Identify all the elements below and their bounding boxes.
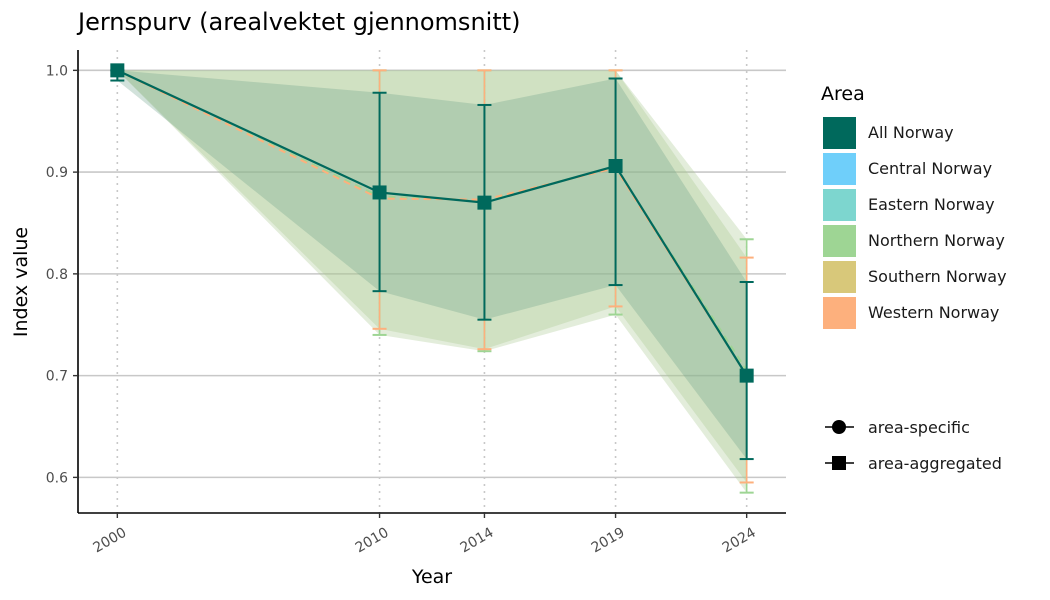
legend-key-central-norway <box>823 153 856 185</box>
point-all-norway-2000 <box>110 63 125 78</box>
legend-label-all-norway: All Norway <box>868 123 954 142</box>
legend-label-southern-norway: Southern Norway <box>868 267 1007 286</box>
legend-label-area-specific: area-specific <box>868 418 970 437</box>
y-tick-label: 0.7 <box>46 369 68 385</box>
x-tick-label: 2000 <box>90 525 129 557</box>
legend-label-northern-norway: Northern Norway <box>868 231 1005 250</box>
legend-circle-marker <box>832 420 846 434</box>
legend-key-western-norway <box>823 297 856 329</box>
legend-key-eastern-norway <box>823 189 856 221</box>
legend: Area All Norway Central Norway Eastern Nor… <box>821 83 1007 473</box>
point-all-norway-2014 <box>477 195 492 210</box>
legend-key-southern-norway <box>823 261 856 293</box>
legend-label-eastern-norway: Eastern Norway <box>868 195 995 214</box>
y-axis-title: Index value <box>10 227 32 337</box>
y-tick-label: 1.0 <box>46 63 68 79</box>
legend-label-western-norway: Western Norway <box>868 303 999 322</box>
legend-label-area-aggregated: area-aggregated <box>868 454 1002 473</box>
point-all-norway-2024 <box>739 368 754 383</box>
y-tick-label: 0.6 <box>46 470 68 486</box>
y-tick-label: 0.8 <box>46 267 68 283</box>
point-all-norway-2019 <box>608 159 623 174</box>
x-axis-title: Year <box>411 566 452 588</box>
ribbon-northern-norway <box>117 70 747 493</box>
x-tick-label: 2010 <box>353 525 392 557</box>
point-all-norway-2010 <box>372 185 387 200</box>
legend-key-northern-norway <box>823 225 856 257</box>
legend-label-central-norway: Central Norway <box>868 159 992 178</box>
y-tick-label: 0.9 <box>46 165 68 181</box>
chart-title: Jernspurv (arealvektet gjennomsnitt) <box>76 8 521 36</box>
x-tick-label: 2024 <box>720 525 759 557</box>
ribbon-all-norway <box>117 70 747 460</box>
plot-area: 0.6 0.7 0.8 0.9 1.0 2000 2010 2014 2019 2024 <box>46 50 786 556</box>
x-tick-label: 2014 <box>458 525 497 557</box>
legend-title: Area <box>821 83 865 105</box>
legend-key-all-norway <box>823 117 856 149</box>
x-tick-label: 2019 <box>589 525 628 557</box>
legend-square-marker <box>832 456 846 470</box>
